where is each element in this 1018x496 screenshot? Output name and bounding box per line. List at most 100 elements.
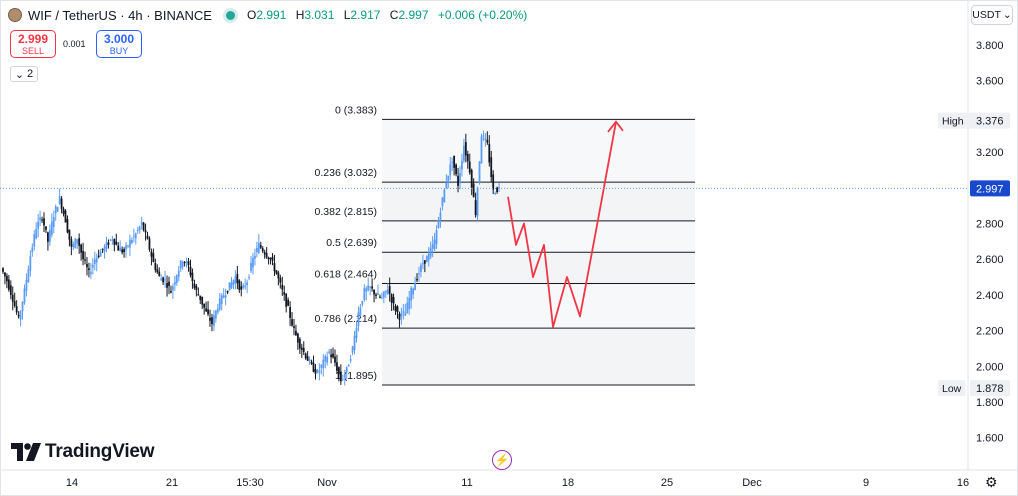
candle-body <box>183 261 186 263</box>
candle-body <box>482 135 485 137</box>
y-tick-label: 2.000 <box>976 361 1004 373</box>
price-marker-label: High <box>942 116 964 128</box>
candle-body <box>134 233 137 239</box>
candle-body <box>224 295 227 298</box>
candle-body <box>412 288 415 295</box>
candle-body <box>23 288 26 303</box>
tradingview-logo[interactable]: TradingView <box>11 441 155 463</box>
y-tick-label: 2.400 <box>976 290 1004 302</box>
candle-body <box>177 270 180 277</box>
indicators-toggle[interactable]: ⌄ 2 <box>10 66 38 82</box>
fib-retracement[interactable]: 0 (3.383) 0.236 (3.032) 0.382 (2.815) 0.5 (… <box>315 104 695 386</box>
fib-zone <box>382 283 695 329</box>
candle-body <box>242 284 245 288</box>
change-value: +0.006 (+0.20%) <box>437 8 528 22</box>
x-tick-label: 25 <box>661 477 673 489</box>
candle-body <box>439 212 442 221</box>
candle-body <box>62 208 65 214</box>
candle-body <box>293 326 295 329</box>
candle-body <box>193 283 196 288</box>
candle-body <box>289 307 291 318</box>
candle-body <box>363 288 366 301</box>
candle-body <box>369 286 372 288</box>
buy-button[interactable]: 3.000 BUY <box>96 30 142 58</box>
candle-body <box>173 281 176 285</box>
price-marker-label: Low <box>942 383 962 395</box>
candle-body <box>316 370 319 372</box>
candle-body <box>13 301 16 307</box>
candle-body <box>238 280 241 291</box>
candle-body <box>117 245 120 251</box>
candle-body <box>70 239 73 247</box>
candle-body <box>451 162 454 164</box>
candle-body <box>296 333 299 343</box>
candle-body <box>464 142 467 156</box>
candle-body <box>101 248 104 250</box>
candle-body <box>371 286 374 289</box>
price-marker-value: 3.376 <box>976 116 1004 128</box>
candle-body <box>4 272 6 277</box>
candle-body <box>156 269 159 273</box>
indicators-count: 2 <box>27 68 34 80</box>
candle-body <box>332 353 334 358</box>
sell-button[interactable]: 2.999 SELL <box>10 30 56 58</box>
candle-body <box>97 255 100 257</box>
candle-body <box>250 262 252 272</box>
lightning-icon[interactable]: ⚡ <box>492 450 512 470</box>
market-status-icon[interactable] <box>225 10 235 20</box>
candle-body <box>88 268 90 270</box>
candle-body <box>365 288 368 292</box>
ohlc-values: O2.991 H3.031 L2.917 C2.997 +0.006 (+0.2… <box>247 8 533 22</box>
gear-icon[interactable]: ⚙ <box>985 474 998 490</box>
currency-selector[interactable]: USDT ⌄ <box>971 5 1013 25</box>
candle-body <box>361 301 364 305</box>
candle-body <box>136 229 139 231</box>
candle-body <box>43 218 45 226</box>
x-tick-label: Nov <box>317 477 337 489</box>
candle-body <box>320 364 323 368</box>
candle-body <box>201 296 204 305</box>
candle-body <box>259 245 262 248</box>
candle-body <box>377 293 379 295</box>
open-value: 2.991 <box>256 8 287 22</box>
candle-body <box>406 302 409 314</box>
candle-body <box>414 282 416 291</box>
symbol-title[interactable]: WIF / TetherUS · 4h · BINANCE <box>28 7 212 23</box>
candle-body <box>74 238 77 248</box>
candle-body <box>328 351 331 354</box>
candle-body <box>130 240 133 243</box>
candle-body <box>404 312 407 316</box>
currency-label: USDT <box>972 9 1001 21</box>
candle-body <box>449 164 452 176</box>
open-label: O <box>246 8 257 22</box>
candle-body <box>298 338 301 349</box>
high-value: 3.031 <box>304 8 335 22</box>
candle-body <box>261 248 264 252</box>
candle-body <box>76 239 79 244</box>
candle-body <box>144 230 147 233</box>
candle-body <box>226 290 229 293</box>
candle-body <box>15 306 18 313</box>
candle-body <box>240 286 243 290</box>
candle-body <box>150 251 153 257</box>
fib-level-label: 0.786 (2.214) <box>315 313 377 325</box>
candle-body <box>349 358 352 361</box>
candle-body <box>78 238 81 246</box>
candle-body <box>109 239 112 241</box>
candle-body <box>162 277 165 283</box>
fib-level-label: 0.5 (2.639) <box>326 237 377 249</box>
low-value: 2.917 <box>350 8 381 22</box>
candle-body <box>111 239 114 241</box>
candle-body <box>392 297 395 304</box>
candle-body <box>45 226 47 230</box>
price-marker-bg <box>970 380 1010 397</box>
candle-body <box>474 200 477 216</box>
candle-body <box>435 230 438 244</box>
projection-path[interactable] <box>507 120 624 328</box>
candle-body <box>441 197 444 207</box>
candle-body <box>205 308 208 312</box>
candle-body <box>54 206 57 214</box>
x-tick-label: 18 <box>562 477 574 489</box>
